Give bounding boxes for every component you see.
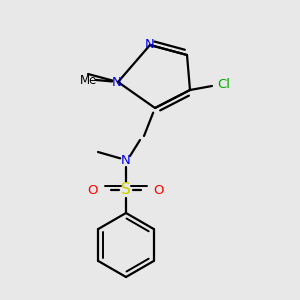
Text: S: S	[121, 182, 131, 197]
Text: N: N	[121, 154, 131, 166]
Text: Cl: Cl	[218, 79, 230, 92]
Text: Me: Me	[80, 74, 98, 88]
Text: O: O	[88, 184, 98, 196]
Text: O: O	[154, 184, 164, 196]
Text: N: N	[145, 38, 155, 50]
Text: N: N	[112, 76, 122, 88]
